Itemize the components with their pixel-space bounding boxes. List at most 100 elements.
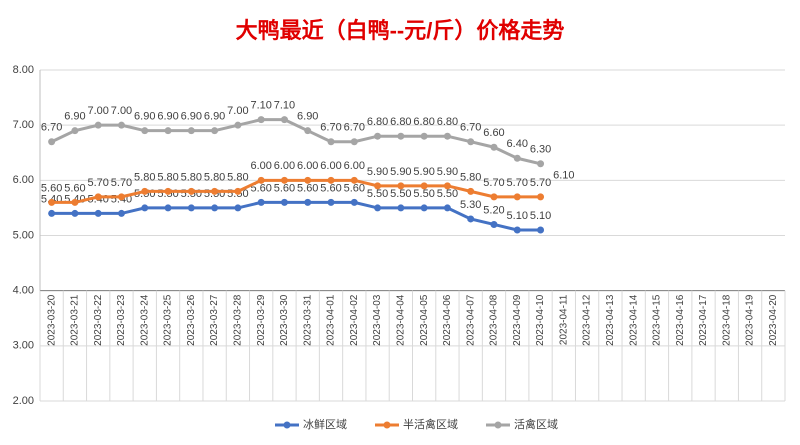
data-point bbox=[327, 176, 335, 184]
data-point bbox=[443, 182, 451, 190]
data-label: 5.10 bbox=[507, 210, 528, 222]
data-label: 5.30 bbox=[460, 199, 481, 211]
data-point bbox=[94, 193, 102, 201]
data-point bbox=[490, 193, 498, 201]
x-tick-label: 2023-04-15 bbox=[652, 294, 663, 346]
annotation: 6.10 bbox=[553, 170, 574, 182]
data-label: 6.90 bbox=[134, 111, 155, 123]
x-tick-label: 2023-04-08 bbox=[489, 294, 500, 346]
data-point bbox=[490, 143, 498, 151]
data-point bbox=[350, 198, 358, 206]
x-tick-label: 2023-04-20 bbox=[768, 294, 779, 346]
x-tick-label: 2023-04-18 bbox=[721, 294, 732, 346]
data-label: 6.70 bbox=[460, 122, 481, 134]
data-point bbox=[141, 127, 149, 135]
data-point bbox=[490, 220, 498, 228]
x-tick-label: 2023-04-14 bbox=[628, 294, 639, 346]
x-tick-label: 2023-04-02 bbox=[349, 294, 360, 346]
data-point bbox=[71, 198, 79, 206]
data-point bbox=[211, 204, 219, 212]
data-label: 5.70 bbox=[111, 177, 132, 189]
data-label: 5.50 bbox=[437, 188, 458, 200]
series-line bbox=[50, 118, 541, 166]
legend-marker bbox=[383, 421, 391, 429]
data-label: 6.00 bbox=[320, 160, 341, 172]
data-point bbox=[280, 116, 288, 124]
data-point bbox=[537, 226, 545, 234]
data-label: 6.90 bbox=[64, 111, 85, 123]
data-label: 5.50 bbox=[367, 188, 388, 200]
y-tick-label: 3.00 bbox=[13, 340, 34, 352]
data-label: 5.70 bbox=[87, 177, 108, 189]
data-label: 6.70 bbox=[320, 122, 341, 134]
data-label: 5.80 bbox=[157, 171, 178, 183]
data-point bbox=[513, 154, 521, 162]
data-label: 6.00 bbox=[297, 160, 318, 172]
data-point bbox=[420, 182, 428, 190]
data-point bbox=[211, 187, 219, 195]
data-point bbox=[327, 198, 335, 206]
series-line bbox=[51, 178, 541, 204]
data-label: 6.80 bbox=[437, 116, 458, 128]
x-tick-label: 2023-03-26 bbox=[186, 294, 197, 346]
data-point bbox=[397, 204, 405, 212]
data-label: 5.70 bbox=[507, 177, 528, 189]
data-label: 5.80 bbox=[227, 171, 248, 183]
data-point bbox=[117, 121, 125, 129]
data-label: 6.90 bbox=[157, 111, 178, 123]
data-point bbox=[234, 187, 242, 195]
data-point bbox=[164, 127, 172, 135]
data-label: 6.00 bbox=[344, 160, 365, 172]
x-tick-label: 2023-03-21 bbox=[70, 294, 81, 346]
y-tick-label: 6.00 bbox=[13, 174, 34, 186]
data-label: 7.00 bbox=[87, 105, 108, 117]
data-label: 5.60 bbox=[344, 182, 365, 194]
data-label: 5.20 bbox=[483, 204, 504, 216]
data-label: 6.80 bbox=[390, 116, 411, 128]
data-label: 6.90 bbox=[204, 111, 225, 123]
x-tick-label: 2023-03-28 bbox=[233, 294, 244, 346]
data-point bbox=[94, 209, 102, 217]
data-point bbox=[48, 138, 56, 146]
x-tick-label: 2023-04-11 bbox=[558, 294, 569, 345]
data-point bbox=[117, 209, 125, 217]
data-point bbox=[234, 204, 242, 212]
x-tick-label: 2023-03-25 bbox=[163, 294, 174, 346]
x-tick-label: 2023-04-07 bbox=[465, 294, 476, 346]
data-label: 5.70 bbox=[483, 177, 504, 189]
data-point bbox=[141, 187, 149, 195]
data-point bbox=[234, 121, 242, 129]
data-label: 5.80 bbox=[134, 171, 155, 183]
data-label: 5.80 bbox=[181, 171, 202, 183]
x-tick-label: 2023-04-17 bbox=[698, 294, 709, 346]
data-label: 5.90 bbox=[367, 166, 388, 178]
data-label: 6.90 bbox=[181, 111, 202, 123]
x-tick-label: 2023-03-27 bbox=[209, 294, 220, 346]
data-label: 6.00 bbox=[250, 160, 271, 172]
x-tick-label: 2023-04-13 bbox=[605, 294, 616, 346]
legend-marker bbox=[283, 421, 291, 429]
data-label: 7.00 bbox=[111, 105, 132, 117]
y-tick-label: 4.00 bbox=[13, 285, 34, 297]
data-point bbox=[71, 127, 79, 135]
data-label: 6.70 bbox=[41, 122, 62, 134]
x-tick-label: 2023-04-09 bbox=[512, 294, 523, 346]
x-tick-label: 2023-03-23 bbox=[116, 294, 127, 346]
data-point bbox=[467, 215, 475, 223]
data-point bbox=[420, 132, 428, 140]
x-tick-label: 2023-04-16 bbox=[675, 294, 686, 346]
data-label: 7.10 bbox=[274, 100, 295, 112]
data-label: 6.30 bbox=[530, 144, 551, 156]
data-label: 5.60 bbox=[41, 182, 62, 194]
data-point bbox=[537, 160, 545, 168]
data-point bbox=[211, 127, 219, 135]
data-point bbox=[164, 204, 172, 212]
y-tick-label: 7.00 bbox=[13, 119, 34, 131]
data-label: 6.70 bbox=[344, 122, 365, 134]
series-line bbox=[51, 200, 541, 232]
data-label: 6.60 bbox=[483, 127, 504, 139]
data-point bbox=[304, 127, 312, 135]
data-point bbox=[513, 226, 521, 234]
data-label: 5.90 bbox=[437, 166, 458, 178]
